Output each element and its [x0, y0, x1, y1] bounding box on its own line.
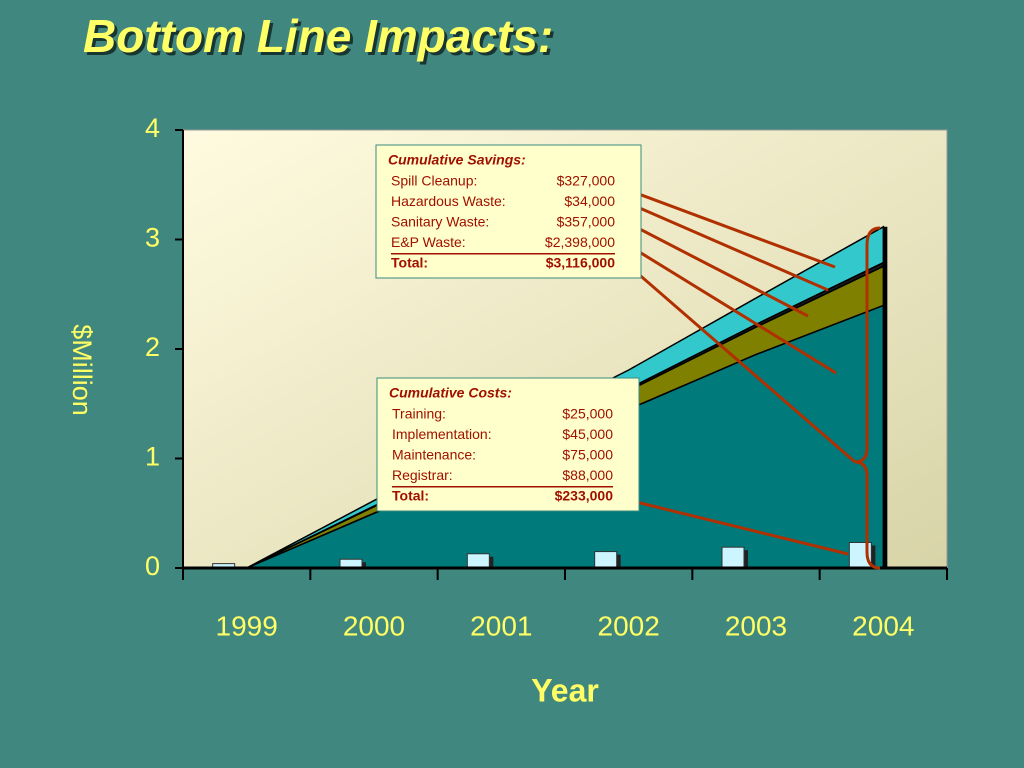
y-axis-title: $Million — [67, 324, 97, 416]
callouts: Cumulative Savings: Spill Cleanup: $327,00… — [375, 144, 642, 512]
callout-title: Cumulative Savings: — [388, 152, 526, 168]
leader-lines — [627, 188, 881, 570]
x-tick-label: 2001 — [470, 610, 532, 641]
callout-row-label: Sanitary Waste: — [391, 214, 489, 230]
callout-box — [376, 377, 640, 512]
callout-row-value: $75,000 — [562, 447, 613, 463]
y-tick-label: 0 — [145, 551, 160, 581]
callout-row-label: Implementation: — [392, 426, 492, 442]
y-tick-label: 2 — [145, 332, 160, 362]
callout-title: Cumulative Costs: — [389, 385, 512, 401]
callout-row-value: $2,398,000 — [545, 234, 615, 250]
y-tick-label: 1 — [145, 442, 160, 472]
callout-row-label: Maintenance: — [392, 447, 476, 463]
title-shadow: Bottom Line Impacts: — [86, 13, 556, 65]
x-tick-label: 1999 — [216, 610, 278, 641]
callout-row-value: $34,000 — [564, 193, 615, 209]
callout-row-label: Registrar: — [392, 467, 453, 483]
callout-row-label: Hazardous Waste: — [391, 193, 506, 209]
callout-total-label: Total: — [391, 255, 428, 271]
callout-total-label: Total: — [392, 488, 429, 504]
x-tick-label: 2002 — [598, 610, 660, 641]
callout-row-value: $45,000 — [562, 426, 613, 442]
callout-total-value: $233,000 — [555, 488, 614, 504]
callout-box — [375, 144, 642, 279]
y-tick-label: 4 — [145, 113, 160, 143]
callout-row-label: Spill Cleanup: — [391, 173, 477, 189]
y-tick-label: 3 — [145, 223, 160, 253]
x-tick-label: 2003 — [725, 610, 787, 641]
bar — [594, 551, 618, 569]
callout-row-value: $357,000 — [557, 214, 616, 230]
bar — [466, 553, 490, 569]
x-axis-title: Year — [531, 672, 599, 708]
x-tick-label: 2004 — [852, 610, 914, 641]
callout-row-value: $327,000 — [557, 173, 616, 189]
callout-row-value: $88,000 — [562, 467, 613, 483]
chart-title: Bottom Line Impacts: — [83, 10, 553, 62]
callout-row-value: $25,000 — [562, 406, 613, 422]
x-tick-label: 2000 — [343, 610, 405, 641]
bar — [721, 546, 745, 569]
callout-total-value: $3,116,000 — [546, 255, 616, 271]
callout-row-label: Training: — [392, 406, 446, 422]
callout-row-label: E&P Waste: — [391, 234, 466, 250]
